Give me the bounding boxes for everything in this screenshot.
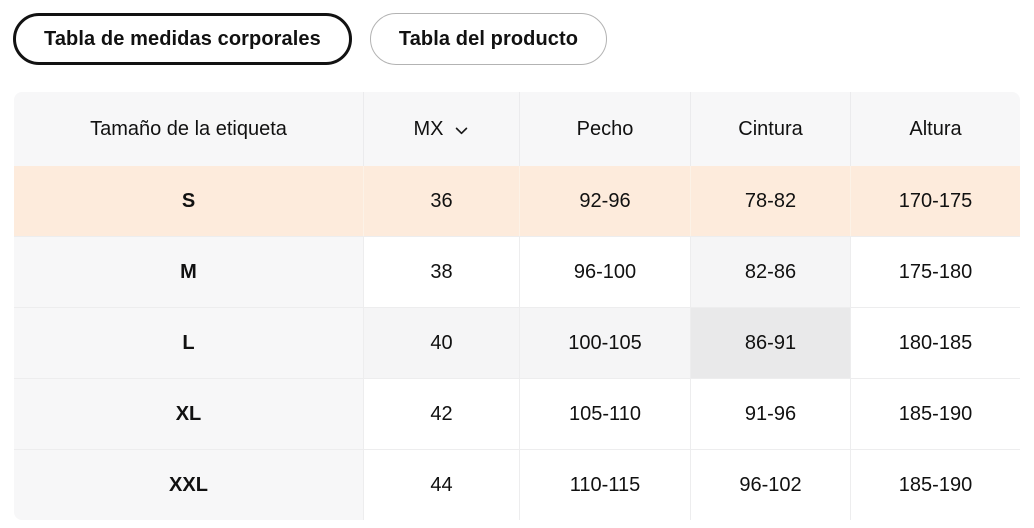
column-header-label-size: Tamaño de la etiqueta [14,92,363,166]
unit-region-dropdown[interactable]: MX [414,118,470,141]
tab-body-measurements[interactable]: Tabla de medidas corporales [13,13,352,65]
chart-tabs: Tabla de medidas corporales Tabla del pr… [0,0,1034,65]
table-row-s: S 36 92-96 78-82 170-175 [14,166,1020,236]
mx-cell: 36 [363,166,519,236]
table-row-xxl: XXL 44 110-115 96-102 185-190 [14,449,1020,520]
size-label-cell: XXL [14,449,363,520]
altura-cell: 180-185 [850,307,1020,378]
cintura-cell: 91-96 [690,378,850,449]
mx-cell: 38 [363,236,519,307]
size-label-cell: XL [14,378,363,449]
pecho-cell: 96-100 [519,236,690,307]
size-table-container: Tamaño de la etiqueta MX Pecho Cint [14,92,1020,520]
header-row: Tamaño de la etiqueta MX Pecho Cint [14,92,1020,166]
mx-cell: 42 [363,378,519,449]
table-row-m: M 38 96-100 82-86 175-180 [14,236,1020,307]
column-header-cintura: Cintura [690,92,850,166]
cintura-cell: 96-102 [690,449,850,520]
altura-cell: 185-190 [850,449,1020,520]
mx-cell: 40 [363,307,519,378]
size-label-cell: L [14,307,363,378]
altura-cell: 170-175 [850,166,1020,236]
size-label-cell: S [14,166,363,236]
pecho-cell: 105-110 [519,378,690,449]
cintura-cell: 82-86 [690,236,850,307]
cintura-cell: 78-82 [690,166,850,236]
column-header-pecho: Pecho [519,92,690,166]
size-table: Tamaño de la etiqueta MX Pecho Cint [14,92,1020,520]
chevron-down-icon [453,119,470,139]
pecho-cell: 92-96 [519,166,690,236]
tab-product-measurements[interactable]: Tabla del producto [369,13,608,65]
table-row-l: L 40 100-105 86-91 180-185 [14,307,1020,378]
size-label-cell: M [14,236,363,307]
altura-cell: 175-180 [850,236,1020,307]
mx-cell: 44 [363,449,519,520]
column-header-altura: Altura [850,92,1020,166]
unit-region-value: MX [413,117,444,140]
altura-cell: 185-190 [850,378,1020,449]
cintura-cell-hovered: 86-91 [690,307,850,378]
pecho-cell: 100-105 [519,307,690,378]
table-row-xl: XL 42 105-110 91-96 185-190 [14,378,1020,449]
column-header-unit: MX [363,92,519,166]
pecho-cell: 110-115 [519,449,690,520]
